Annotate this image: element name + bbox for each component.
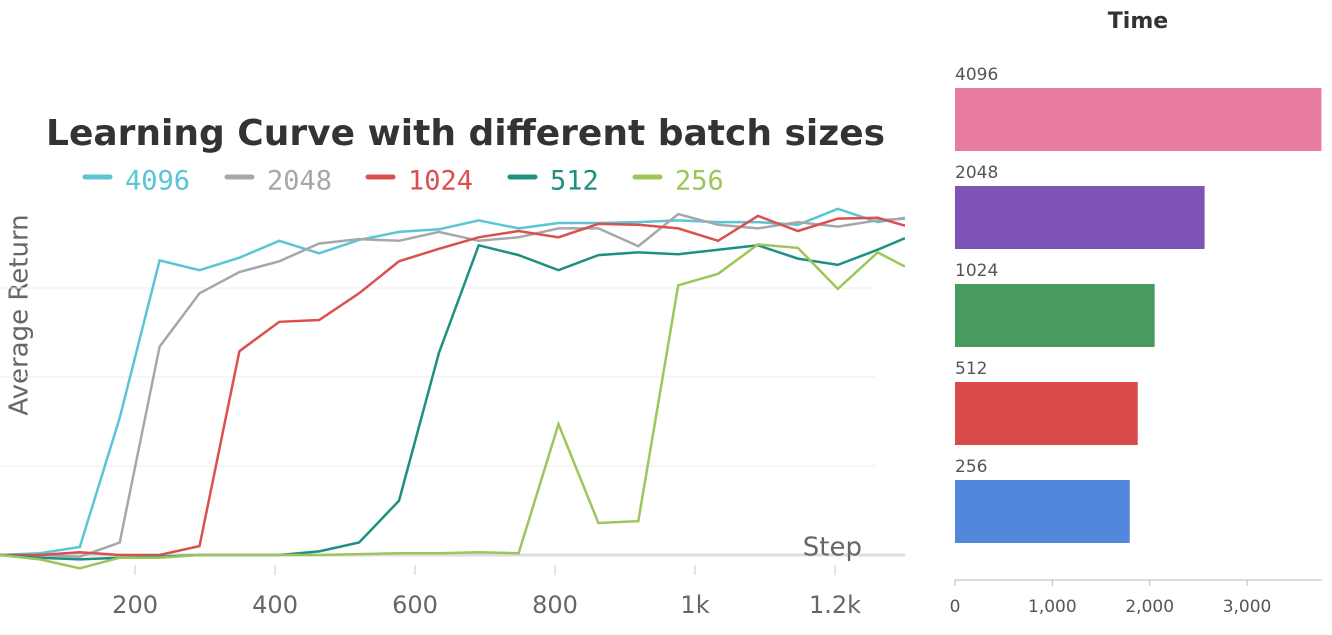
x-tick-label: 1,000 (1028, 597, 1077, 617)
x-axis-label: Step (803, 533, 862, 563)
x-tick-label: 3,000 (1223, 597, 1272, 617)
bar (955, 382, 1138, 445)
legend-label: 1024 (408, 166, 473, 197)
bar (955, 480, 1130, 543)
category-label: 2048 (955, 163, 998, 183)
legend-label: 2048 (267, 166, 332, 197)
legend-label: 256 (675, 166, 724, 197)
category-label: 256 (955, 457, 987, 477)
line-series (0, 243, 905, 570)
x-tick-label: 2,000 (1125, 597, 1174, 617)
category-label: 1024 (955, 261, 998, 281)
x-tick-label: 1k (680, 591, 709, 619)
bar (955, 88, 1322, 151)
x-tick-label: 800 (532, 591, 578, 619)
y-axis-label: Average Return (5, 214, 35, 415)
line-series (0, 214, 905, 557)
x-tick-label: 600 (392, 591, 438, 619)
chart-title: Learning Curve with different batch size… (46, 113, 885, 154)
legend-label: 512 (550, 166, 599, 197)
line-series (0, 207, 905, 557)
line-series (0, 237, 905, 561)
x-tick-label: 0 (950, 597, 961, 617)
legend-label: 4096 (125, 166, 190, 197)
category-label: 512 (955, 359, 987, 379)
bar (955, 284, 1155, 347)
category-label: 4096 (955, 65, 998, 85)
line-series (0, 212, 905, 559)
bar (955, 186, 1205, 249)
x-tick-label: 1.2k (809, 591, 861, 619)
bar-chart-title: Time (1108, 9, 1168, 34)
x-tick-label: 200 (112, 591, 158, 619)
x-tick-label: 400 (252, 591, 298, 619)
